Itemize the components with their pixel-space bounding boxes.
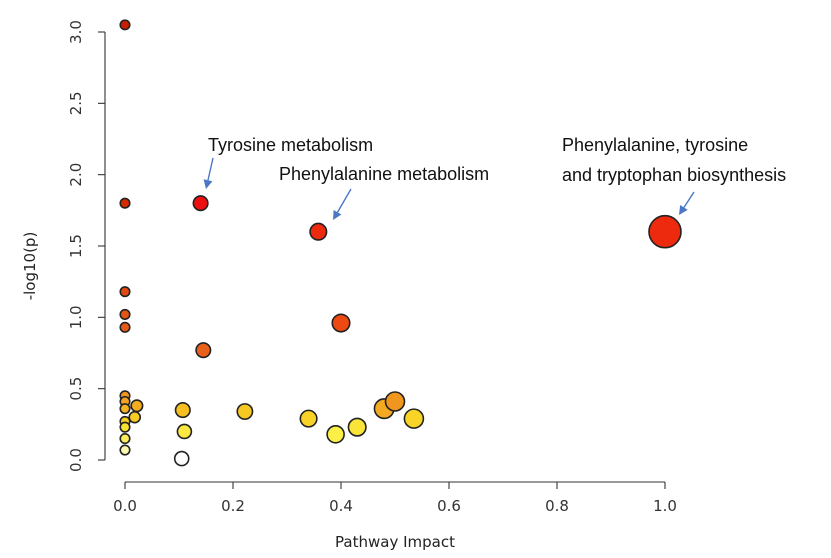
pathway-point xyxy=(119,421,131,433)
pathway-point xyxy=(384,391,406,412)
x-axis-title: Pathway Impact xyxy=(335,533,455,551)
pathway-point xyxy=(174,402,191,419)
annotation-arrowhead-tyrosine xyxy=(203,179,213,189)
y-tick-label: 2.0 xyxy=(67,163,85,187)
y-axis-title: -log10(p) xyxy=(21,232,39,301)
pathway-point xyxy=(119,197,131,209)
y-tick-label: 3.0 xyxy=(67,20,85,44)
annotation-biosynthesis-line-1: Phenylalanine, tyrosine xyxy=(562,135,748,155)
axes: 0.0 0.2 0.4 0.6 0.8 1.0 0.0 0.5 1.0 1.5 2.0 2.5 3.0… xyxy=(21,20,677,551)
pathway-point xyxy=(119,444,131,456)
pathway-point xyxy=(119,321,131,333)
pathway-point xyxy=(119,403,131,415)
pathway-point xyxy=(347,417,367,437)
pathway-point xyxy=(299,409,318,428)
pathway-point xyxy=(403,408,425,429)
annotation-arrowhead-phenylalanine xyxy=(333,209,342,220)
x-axis-ticks: 0.0 0.2 0.4 0.6 0.8 1.0 xyxy=(113,482,677,515)
x-tick-label: 0.0 xyxy=(113,497,137,515)
y-axis-ticks: 0.0 0.5 1.0 1.5 2.0 2.5 3.0 xyxy=(67,20,105,472)
annotation-arrow-tyrosine xyxy=(207,157,214,181)
pathway-point xyxy=(119,19,131,31)
x-tick-label: 0.6 xyxy=(437,497,461,515)
y-tick-label: 1.0 xyxy=(67,305,85,329)
y-tick-label: 1.5 xyxy=(67,234,85,258)
annotation-biosynthesis-line-2: and tryptophan biosynthesis xyxy=(562,165,786,185)
x-tick-label: 0.4 xyxy=(329,497,353,515)
pathway-point xyxy=(119,433,131,445)
pathway-point xyxy=(309,222,328,241)
annotations: Tyrosine metabolism Phenylalanine metabo… xyxy=(203,135,786,220)
pathway-point xyxy=(326,425,345,444)
pathway-point xyxy=(119,286,131,298)
pathway-point xyxy=(192,195,209,212)
pathway-point xyxy=(195,342,212,359)
y-tick-label: 0.5 xyxy=(67,377,85,401)
pathway-point xyxy=(648,214,682,249)
pathway-point xyxy=(119,308,131,321)
pathway-point xyxy=(236,403,254,420)
x-tick-label: 0.8 xyxy=(545,497,569,515)
y-tick-label: 0.0 xyxy=(67,448,85,472)
annotation-arrow-phenylalanine xyxy=(336,188,352,213)
annotation-tyrosine-metabolism: Tyrosine metabolism xyxy=(208,135,373,155)
pathway-point xyxy=(331,313,351,333)
annotation-phenylalanine-metabolism: Phenylalanine metabolism xyxy=(279,164,489,184)
x-tick-label: 1.0 xyxy=(653,497,677,515)
pathway-point xyxy=(176,423,193,440)
x-tick-label: 0.2 xyxy=(221,497,245,515)
pathway-point xyxy=(128,410,142,424)
data-points xyxy=(119,19,682,467)
annotation-arrow-biosynthesis xyxy=(683,191,695,208)
pathway-point xyxy=(173,450,190,467)
y-tick-label: 2.5 xyxy=(67,91,85,115)
pathway-point xyxy=(130,399,144,413)
annotation-arrowhead-biosynthesis xyxy=(679,205,688,215)
